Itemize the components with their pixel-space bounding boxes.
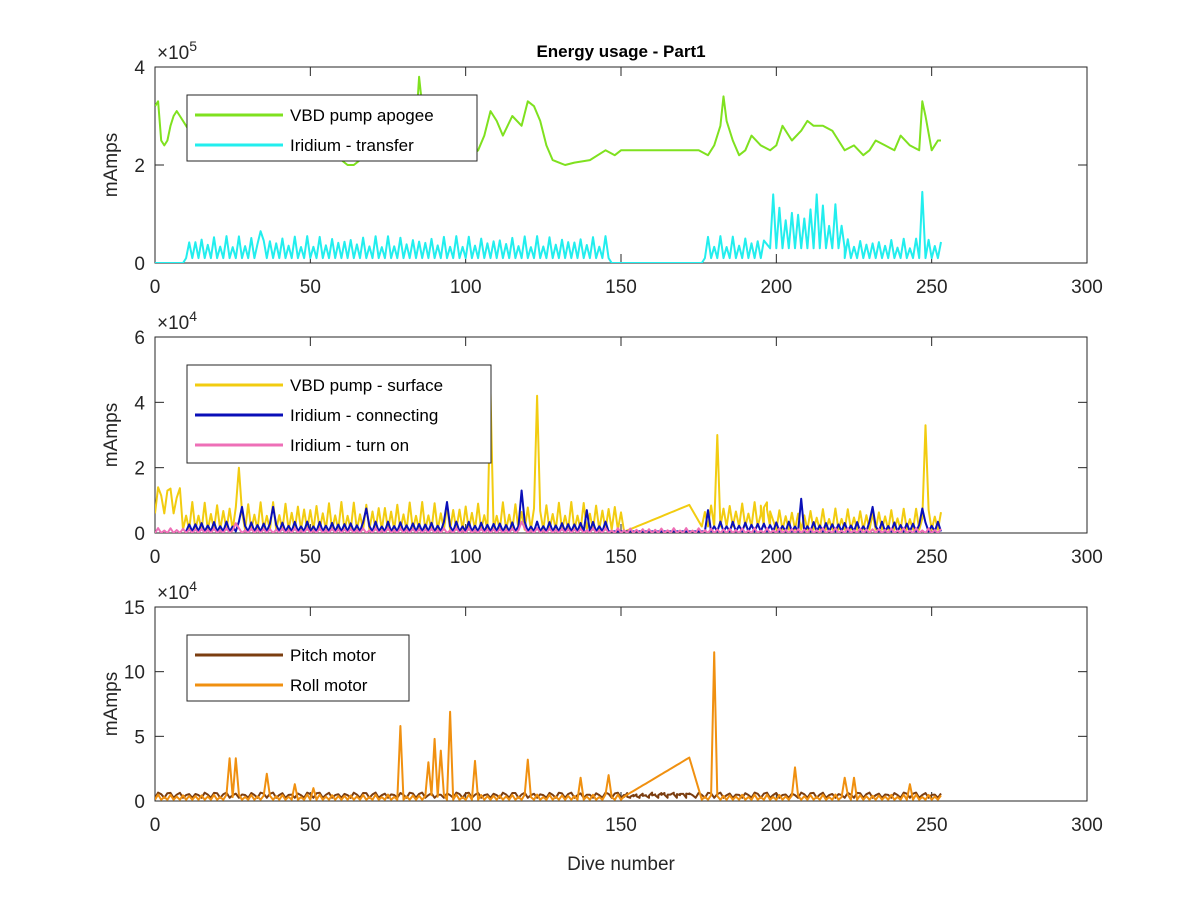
x-tick-label: 150 <box>605 815 637 836</box>
legend-label: Iridium - connecting <box>290 406 438 425</box>
legend-label: Roll motor <box>290 676 368 695</box>
series-lines <box>155 391 942 533</box>
subplot-1: 0 50 100 150 200 250 300 0 2 4 ×105 mAmps VBD pump a… <box>101 38 1103 298</box>
legend: VBD pump - surface Iridium - connecting Ir… <box>186 364 492 464</box>
x-tick-label: 0 <box>150 815 161 836</box>
y-tick-label: 2 <box>134 459 145 480</box>
y-exponent-label: ×105 <box>157 38 197 64</box>
y-tick-label: 0 <box>134 524 145 545</box>
x-tick-label: 250 <box>916 277 948 298</box>
x-tick-label: 100 <box>450 277 482 298</box>
legend-label: VBD pump apogee <box>290 106 434 125</box>
x-tick-label: 50 <box>300 547 321 568</box>
y-exponent-label: ×104 <box>157 308 197 334</box>
subplot-3: 0 50 100 150 200 250 300 0 5 10 15 ×104 mAmps Pitch m… <box>101 578 1103 836</box>
y-axis-label: mAmps <box>101 133 122 197</box>
y-tick-label: 2 <box>134 156 145 177</box>
y-tick-label: 0 <box>134 792 145 813</box>
y-axis-label: mAmps <box>101 403 122 467</box>
legend: Pitch motor Roll motor <box>186 634 410 702</box>
x-tick-label: 200 <box>760 277 792 298</box>
x-tick-label: 100 <box>450 815 482 836</box>
x-tick-label: 0 <box>150 547 161 568</box>
x-tick-label: 150 <box>605 277 637 298</box>
x-tick-label: 150 <box>605 547 637 568</box>
y-tick-label: 6 <box>134 328 145 349</box>
series-line-2 <box>155 190 942 263</box>
series-line-1 <box>155 391 942 533</box>
series-line-3 <box>155 520 942 533</box>
y-tick-label: 15 <box>124 598 145 619</box>
legend-label: Iridium - transfer <box>290 136 414 155</box>
y-tick-label: 5 <box>134 727 145 748</box>
x-tick-label: 0 <box>150 277 161 298</box>
x-tick-label: 50 <box>300 815 321 836</box>
legend-label: Iridium - turn on <box>290 436 409 455</box>
y-tick-label: 0 <box>134 254 145 275</box>
legend-label: Pitch motor <box>290 646 376 665</box>
series-line-2 <box>155 651 942 801</box>
y-tick-label: 10 <box>124 663 145 684</box>
x-axis-label: Dive number <box>567 854 675 875</box>
subplot-2: 0 50 100 150 200 250 300 0 2 4 6 ×104 mAmps VBD pump … <box>101 308 1103 568</box>
legend-box <box>186 634 410 702</box>
x-tick-label: 100 <box>450 547 482 568</box>
x-tick-label: 200 <box>760 815 792 836</box>
x-tick-label: 200 <box>760 547 792 568</box>
x-tick-label: 300 <box>1071 277 1103 298</box>
x-tick-label: 250 <box>916 815 948 836</box>
y-axis-label: mAmps <box>101 672 122 736</box>
figure-title: Energy usage - Part1 <box>536 42 705 61</box>
legend-label: VBD pump - surface <box>290 376 443 395</box>
y-exponent-label: ×104 <box>157 578 197 604</box>
x-tick-label: 300 <box>1071 547 1103 568</box>
legend: VBD pump apogee Iridium - transfer <box>186 94 478 162</box>
x-tick-label: 300 <box>1071 815 1103 836</box>
y-tick-label: 4 <box>134 58 145 79</box>
y-tick-label: 4 <box>134 393 145 414</box>
series-lines <box>155 651 942 801</box>
x-tick-label: 50 <box>300 277 321 298</box>
series-line-2 <box>185 489 942 533</box>
legend-box <box>186 94 478 162</box>
x-tick-label: 250 <box>916 547 948 568</box>
